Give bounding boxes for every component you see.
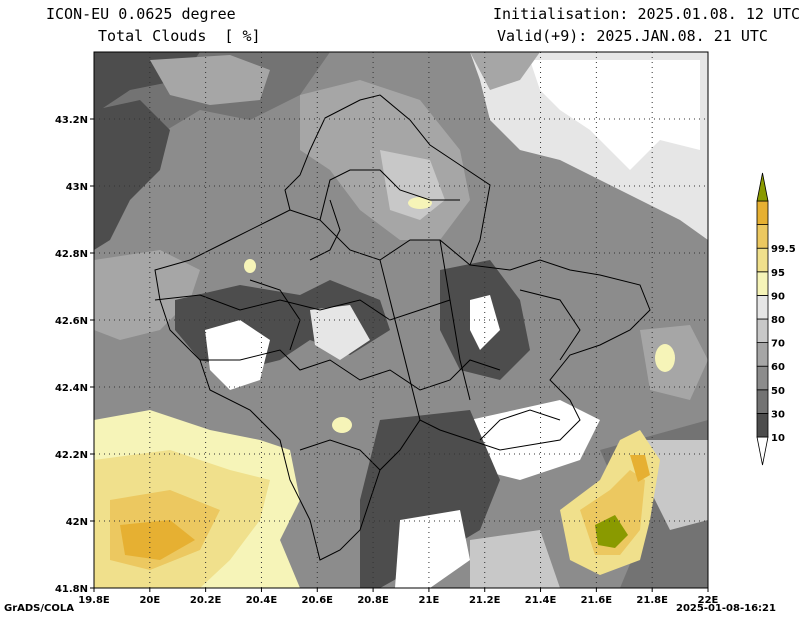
y-tick-label: 42.6N	[55, 316, 88, 327]
colorbar-level-label: 95	[771, 268, 785, 279]
x-tick-label: 20E	[139, 595, 160, 606]
footer-right: 2025-01-08-16:21	[676, 603, 776, 614]
colorbar-swatch	[756, 200, 769, 226]
model-title: ICON-EU 0.0625 degree	[46, 5, 236, 23]
x-tick-label: 21E	[419, 595, 440, 606]
colorbar-swatch	[756, 365, 769, 391]
colorbar-swatch	[756, 318, 769, 344]
x-tick-label: 20.4E	[246, 595, 278, 606]
valid-time: Valid(+9): 2025.JAN.08. 21 UTC	[497, 27, 768, 45]
colorbar-swatch	[756, 342, 769, 367]
y-tick-label: 42.2N	[55, 450, 88, 461]
colorbar-swatch	[756, 271, 769, 296]
colorbar-swatch	[756, 412, 769, 438]
footer-left: GrADS/COLA	[4, 603, 74, 614]
x-tick-label: 20.6E	[302, 595, 334, 606]
x-tick-label: 21.2E	[469, 595, 501, 606]
colorbar-swatch	[756, 389, 769, 414]
colorbar-level-label: 99.5	[771, 244, 796, 255]
variable-title: Total Clouds [ %]	[98, 27, 261, 45]
cloud-field	[94, 52, 708, 588]
y-tick-label: 42N	[66, 517, 88, 528]
colorbar-swatch	[756, 224, 769, 249]
colorbar-high-triangle	[756, 172, 769, 202]
y-tick-label: 42.4N	[55, 383, 88, 394]
y-tick-label: 43.2N	[55, 115, 88, 126]
x-axis-labels: 19.8E 20E 20.2E 20.4E 20.6E 20.8E 21E 21.2E 21.4…	[78, 588, 719, 606]
x-tick-label: 21.4E	[525, 595, 557, 606]
x-tick-label: 21.8E	[636, 595, 668, 606]
x-tick-label: 21.6E	[581, 595, 613, 606]
x-tick-label: 22E	[698, 595, 719, 606]
y-axis-labels: 41.8N 42N 42.2N 42.4N 42.6N 42.8N 43N 43.2N	[55, 115, 94, 595]
y-tick-label: 42.8N	[55, 249, 88, 260]
x-tick-label: 19.8E	[78, 595, 110, 606]
colorbar-level-label: 60	[771, 362, 785, 373]
colorbar-swatch	[756, 294, 769, 320]
colorbar-level-label: 90	[771, 291, 785, 302]
colorbar-level-label: 10	[771, 433, 785, 444]
admin-boundaries	[154, 94, 651, 561]
colorbar-swatch	[756, 247, 769, 273]
y-tick-label: 41.8N	[55, 584, 88, 595]
colorbar-level-label: 30	[771, 409, 785, 420]
colorbar-level-label: 80	[771, 315, 785, 326]
y-tick-label: 43N	[66, 182, 88, 193]
colorbar: 10 30 50 60 70 80 90 95 99.5	[756, 172, 796, 466]
x-tick-label: 20.8E	[357, 595, 389, 606]
colorbar-low-triangle	[756, 436, 769, 466]
colorbar-level-label: 50	[771, 386, 785, 397]
init-time: Initialisation: 2025.01.08. 12 UTC	[493, 5, 800, 23]
colorbar-level-label: 70	[771, 339, 785, 350]
x-tick-label: 20.2E	[190, 595, 222, 606]
